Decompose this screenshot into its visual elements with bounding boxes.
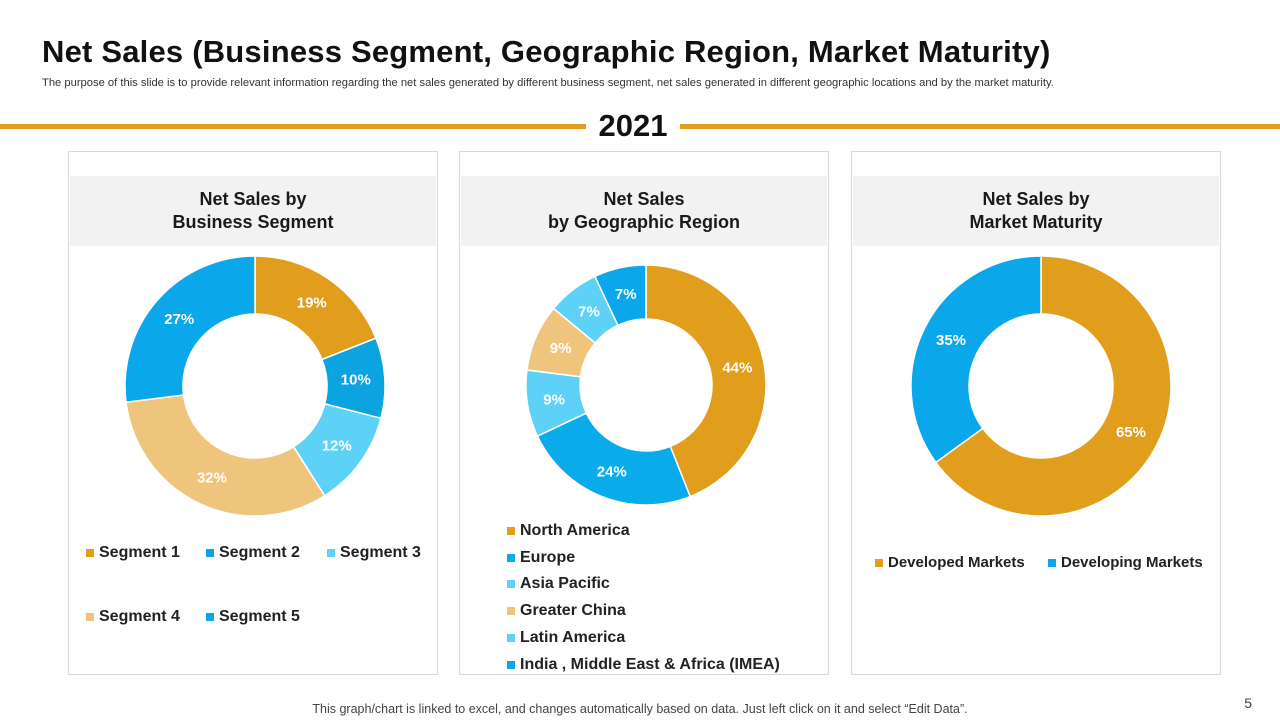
slice-developing-markets[interactable] — [910, 255, 1042, 464]
legend-item-segment-3[interactable]: Segment 3 — [327, 544, 421, 562]
legend-swatch — [86, 549, 94, 557]
data-label-segment-2: 10% — [341, 372, 371, 389]
slide-title: Net Sales (Business Segment, Geographic … — [42, 34, 1051, 69]
data-label-developed-markets: 65% — [1116, 424, 1146, 441]
slice-north-america[interactable] — [645, 264, 767, 498]
data-label-segment-4: 32% — [197, 469, 227, 486]
legend-swatch — [327, 549, 335, 557]
data-label-europe: 24% — [597, 463, 627, 480]
slide-subtitle: The purpose of this slide is to provide … — [42, 77, 1054, 89]
geographic-region-panel: Net Sales by Geographic Region 44% 24% 9% 9… — [459, 151, 829, 675]
legend-swatch — [507, 634, 515, 642]
geographic-region-header: Net Sales by Geographic Region — [461, 176, 827, 246]
legend-label: India , Middle East & Africa (IMEA) — [520, 656, 780, 673]
legend-swatch — [1048, 558, 1056, 567]
market-maturity-panel: Net Sales by Market Maturity 65% 35% Deve… — [851, 151, 1221, 675]
business-segment-panel: Net Sales by Business Segment 19% 10% 12% 3… — [68, 151, 438, 675]
legend-item-segment-4[interactable]: Segment 4 — [86, 608, 180, 626]
business-segment-header: Net Sales by Business Segment — [70, 176, 436, 246]
slice-segment-4[interactable] — [125, 394, 326, 517]
data-label-india-middle-east-africa-imea: 7% — [615, 286, 637, 303]
legend-label: Segment 5 — [219, 608, 300, 625]
legend-label: Asia Pacific — [520, 575, 610, 592]
legend-label: Latin America — [520, 629, 626, 646]
business-segment-chart-title: Net Sales by Business Segment — [172, 189, 334, 232]
legend-label: Developed Markets — [888, 554, 1025, 571]
market-maturity-chart-title: Net Sales by Market Maturity — [969, 189, 1103, 232]
legend-swatch — [86, 613, 94, 621]
legend-swatch — [507, 661, 515, 669]
legend-label: Segment 2 — [219, 544, 300, 561]
footer-note: This graph/chart is linked to excel, and… — [312, 702, 968, 716]
data-label-segment-3: 12% — [322, 437, 352, 454]
legend-item-latin-america[interactable]: Latin America — [507, 629, 625, 647]
legend-label: Europe — [520, 549, 576, 566]
legend-label: Segment 4 — [99, 608, 180, 625]
legend-swatch — [507, 527, 515, 535]
legend-label: North America — [520, 522, 630, 539]
legend-swatch — [206, 549, 214, 557]
legend-label: Segment 3 — [340, 544, 421, 561]
divider-line-right — [680, 124, 1280, 129]
market-maturity-donut-chart[interactable]: 65% 35% — [852, 152, 1222, 676]
legend-label: Greater China — [520, 602, 626, 619]
legend-item-developing-markets[interactable]: Developing Markets — [1048, 554, 1203, 571]
legend-item-north-america[interactable]: North America — [507, 522, 630, 540]
legend-item-segment-2[interactable]: Segment 2 — [206, 544, 300, 562]
legend-swatch — [206, 613, 214, 621]
data-label-latin-america: 7% — [578, 304, 600, 321]
legend-label: Developing Markets — [1061, 554, 1203, 571]
slice-india-middle-east-africa-imea[interactable] — [593, 264, 647, 327]
legend-swatch — [507, 607, 515, 615]
legend-label: Segment 1 — [99, 544, 180, 561]
divider-line-left — [0, 124, 586, 129]
legend-swatch — [507, 580, 515, 588]
data-label-segment-1: 19% — [297, 294, 327, 311]
legend-swatch — [875, 558, 883, 567]
data-label-greater-china: 9% — [550, 340, 572, 357]
legend-item-asia-pacific[interactable]: Asia Pacific — [507, 575, 610, 593]
legend-item-india-middle-east-africa-imea[interactable]: India , Middle East & Africa (IMEA) — [507, 656, 780, 674]
slice-europe[interactable] — [536, 412, 692, 506]
legend-item-developed-markets[interactable]: Developed Markets — [875, 554, 1025, 571]
geographic-region-donut-chart[interactable]: 44% 24% 9% 9% 7% 7% — [460, 152, 830, 676]
market-maturity-header: Net Sales by Market Maturity — [853, 176, 1219, 246]
page-number: 5 — [1244, 695, 1252, 711]
data-label-developing-markets: 35% — [936, 332, 966, 349]
legend-swatch — [507, 554, 515, 562]
slice-segment-5[interactable] — [124, 255, 256, 404]
data-label-segment-5: 27% — [164, 311, 194, 328]
legend-item-segment-5[interactable]: Segment 5 — [206, 608, 300, 626]
data-label-north-america: 44% — [722, 360, 752, 377]
legend-item-europe[interactable]: Europe — [507, 549, 575, 567]
business-segment-donut-chart[interactable]: 19% 10% 12% 32% 27% — [69, 152, 439, 676]
year-heading: 2021 — [598, 108, 668, 143]
legend-item-greater-china[interactable]: Greater China — [507, 602, 626, 620]
data-label-asia-pacific: 9% — [543, 392, 565, 409]
slice-developed-markets[interactable] — [934, 255, 1172, 517]
legend-item-segment-1[interactable]: Segment 1 — [86, 544, 180, 562]
geographic-region-chart-title: Net Sales by Geographic Region — [547, 189, 741, 232]
